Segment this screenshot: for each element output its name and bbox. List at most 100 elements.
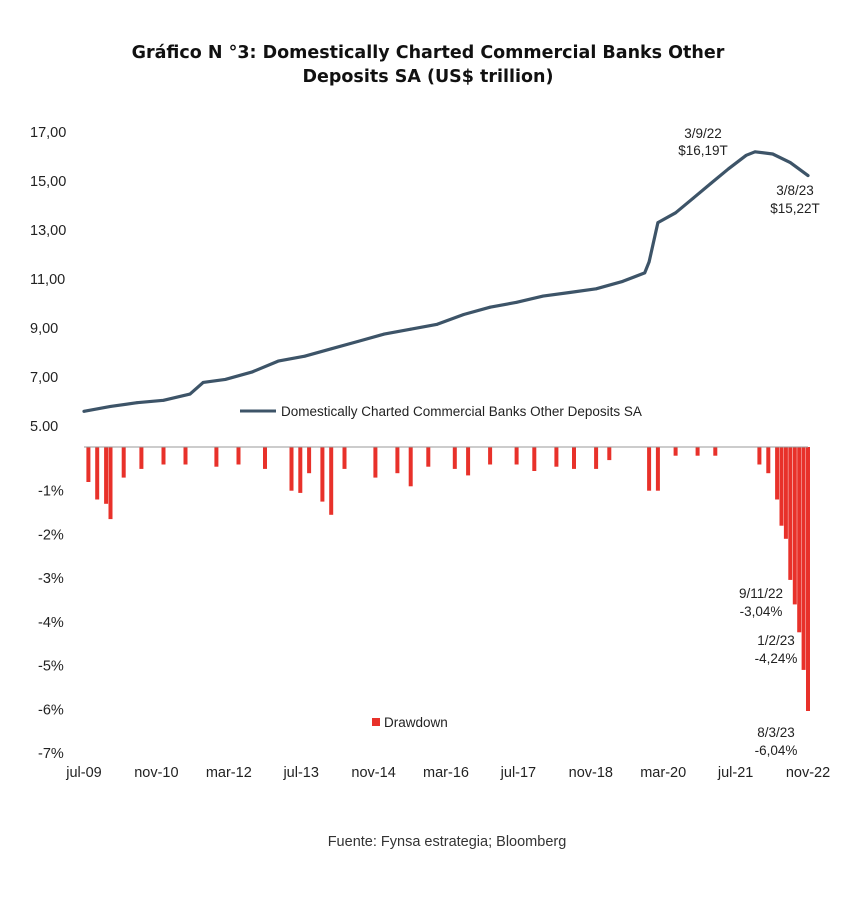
drawdown-bar [104, 447, 109, 504]
drawdown-jan23-value-label: -4,24% [755, 651, 798, 666]
drawdown-nov22-value-label: -3,04% [740, 604, 783, 619]
drawdown-legend-label: Drawdown [384, 715, 448, 730]
deposits-point [135, 401, 139, 405]
drawdown-bar-panel: -1% -2% -3% -4% -5% -6% -7%jul-09 nov-10 mar-12 j… [38, 447, 830, 781]
x-axis-tick: jul-17 [500, 765, 536, 781]
drawdown-bar [329, 447, 334, 515]
deposits-point [727, 167, 730, 171]
drawdown-bar [775, 447, 780, 500]
chart-title-line1: Gráfico N °3: Domestically Charted Comme… [132, 43, 725, 63]
deposits-point [435, 322, 439, 326]
drawdown-bar [532, 447, 537, 471]
drawdown-bar [788, 447, 793, 580]
deposits-point [656, 221, 660, 225]
source-note: Fuente: Fynsa estrategia; Bloomberg [328, 834, 567, 850]
drawdown-bar [514, 447, 519, 465]
drawdown-bar [108, 447, 113, 520]
drawdown-bar [594, 447, 599, 469]
drawdown-legend-swatch [372, 718, 380, 726]
deposits-y-tick: 9,00 [30, 321, 58, 337]
drawdown-bar [298, 447, 303, 493]
drawdown-bar [801, 447, 806, 670]
deposits-point [162, 398, 165, 402]
drawdown-bar [673, 447, 678, 456]
deposits-y-tick: 15,00 [30, 174, 66, 190]
x-axis-tick: jul-13 [282, 765, 318, 781]
x-axis-tick: mar-12 [206, 765, 252, 781]
drawdown-bar [647, 447, 652, 491]
deposits-point [188, 392, 192, 396]
drawdown-bar [214, 447, 219, 467]
deposits-point [82, 409, 86, 413]
deposits-legend: Domestically Charted Commercial Banks Ot… [240, 404, 642, 419]
drawdown-y-tick: -4% [38, 615, 64, 631]
last-value-label: $15,22T [770, 201, 820, 216]
deposits-point [329, 347, 333, 351]
x-axis-tick: jul-09 [65, 765, 101, 781]
drawdown-bar [466, 447, 471, 476]
drawdown-bar [797, 447, 802, 633]
drawdown-y-tick: -7% [38, 746, 64, 762]
drawdown-bar [757, 447, 762, 465]
drawdown-y-tick: -6% [38, 702, 64, 718]
deposits-point [462, 313, 466, 316]
x-axis-tick: jul-21 [717, 765, 753, 781]
deposits-point [250, 370, 254, 374]
x-axis-tick: mar-20 [640, 765, 686, 781]
drawdown-bar [572, 447, 576, 469]
drawdown-bar [289, 447, 294, 491]
drawdown-bar [121, 447, 126, 478]
drawdown-mar23-date-label: 8/3/23 [757, 725, 795, 740]
drawdown-bar [263, 447, 267, 469]
drawdown-bar [779, 447, 784, 526]
drawdown-legend: Drawdown [372, 715, 448, 730]
deposits-point [621, 280, 624, 283]
deposits-point [709, 182, 713, 185]
deposits-point [753, 150, 757, 154]
deposits-point [488, 305, 492, 309]
drawdown-bar [395, 447, 400, 474]
drawdown-bar [320, 447, 325, 502]
peak-date-label: 3/9/22 [684, 126, 722, 141]
deposits-point [223, 378, 227, 381]
deposits-point [744, 153, 748, 157]
deposits-y-tick: 7,00 [30, 370, 58, 386]
drawdown-nov22-date-label: 9/11/22 [739, 586, 783, 601]
drawdown-bar [713, 447, 718, 456]
drawdown-bar [792, 447, 797, 605]
deposits-point [409, 327, 413, 331]
drawdown-bar [426, 447, 431, 467]
x-axis-tick: nov-18 [569, 765, 613, 781]
deposits-legend-label: Domestically Charted Commercial Banks Ot… [281, 404, 642, 419]
drawdown-bar [655, 447, 660, 491]
deposits-point [201, 381, 205, 384]
drawdown-bar [488, 447, 493, 465]
x-axis-tick: mar-16 [423, 765, 469, 781]
drawdown-bar [607, 447, 612, 461]
drawdown-bar [95, 447, 100, 500]
deposits-point [771, 152, 775, 156]
deposits-point [568, 291, 571, 294]
deposits-y-tick: 5.00 [30, 419, 58, 435]
deposits-y-tick: 11,00 [30, 272, 65, 288]
drawdown-bar [161, 447, 166, 465]
deposits-point [647, 260, 651, 264]
drawdown-bar [86, 447, 91, 482]
chart-title-line2: Deposits SA (US$ trillion) [302, 67, 553, 87]
drawdown-y-tick: -2% [38, 527, 64, 543]
deposits-point [643, 271, 647, 275]
deposits-point [541, 294, 545, 298]
drawdown-jan23-date-label: 1/2/23 [757, 633, 795, 648]
last-date-label: 3/8/23 [776, 183, 814, 198]
drawdown-bar [373, 447, 378, 478]
drawdown-bar [408, 447, 413, 487]
drawdown-y-tick: -3% [38, 571, 64, 587]
deposits-line-panel: 5.00 7,00 9,00 11,00 13,00 15,00 17,00 [30, 125, 810, 435]
drawdown-bar [183, 447, 188, 465]
drawdown-bar [342, 447, 347, 469]
x-axis-tick: nov-10 [134, 765, 178, 781]
deposits-y-tick: 17,00 [30, 125, 66, 141]
drawdown-bar [766, 447, 771, 474]
deposits-point [109, 405, 112, 408]
